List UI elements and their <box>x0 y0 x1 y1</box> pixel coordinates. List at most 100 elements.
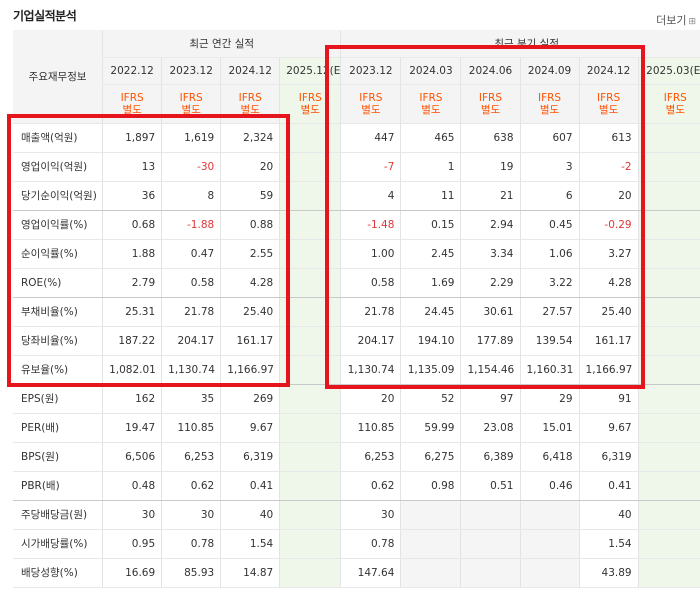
value-cell: 0.48 <box>102 471 163 501</box>
value-cell: 15.01 <box>520 413 580 443</box>
value-cell <box>520 529 580 559</box>
ifrs-basis-label: IFRS 별도 <box>279 84 342 124</box>
row-label: 유보율(%) <box>13 355 104 385</box>
value-cell: 465 <box>400 123 462 153</box>
value-cell: 6,253 <box>161 442 222 472</box>
value-cell: 35 <box>161 384 222 414</box>
value-cell <box>279 326 342 356</box>
value-cell <box>638 384 700 414</box>
row-label: 영업이익(억원) <box>13 152 104 182</box>
ifrs-label: IFRS <box>238 91 262 104</box>
value-cell <box>638 181 700 211</box>
table-row: 순이익률(%) 1.88 0.47 2.55 1.00 2.45 3.34 1.06 3.27 <box>13 239 700 269</box>
value-cell: 110.85 <box>161 413 222 443</box>
table-row: 시가배당률(%) 0.95 0.78 1.54 0.78 1.54 <box>13 529 700 559</box>
value-cell <box>520 500 580 530</box>
value-cell: 0.41 <box>220 471 281 501</box>
ifrs-label: IFRS <box>120 91 144 104</box>
value-cell: 269 <box>220 384 281 414</box>
value-cell: 59 <box>220 181 281 211</box>
basis-label: 별도 <box>181 103 201 116</box>
value-cell: 21.78 <box>161 297 222 327</box>
value-cell: 139.54 <box>520 326 580 356</box>
annual-period-header: 2025.12(E) <box>279 57 342 85</box>
value-cell: -30 <box>161 152 222 182</box>
more-link[interactable]: 더보기 ⊞ <box>656 12 696 28</box>
value-cell <box>638 500 700 530</box>
value-cell: 1,166.97 <box>220 355 281 385</box>
table-row: PER(배) 19.47 110.85 9.67 110.85 59.99 23.08 15.… <box>13 413 700 443</box>
value-cell: -1.88 <box>161 210 222 240</box>
value-cell: 1,897 <box>102 123 163 153</box>
value-cell: 85.93 <box>161 558 222 588</box>
value-cell: 6,418 <box>520 442 580 472</box>
basis-label: 별도 <box>122 103 142 116</box>
ifrs-basis-label: IFRS 별도 <box>400 84 462 124</box>
ifrs-label: IFRS <box>663 91 687 104</box>
value-cell: 0.78 <box>340 529 402 559</box>
basis-label: 별도 <box>598 103 619 116</box>
value-cell: -0.29 <box>579 210 639 240</box>
value-cell: 0.51 <box>460 471 521 501</box>
value-cell: 1.00 <box>340 239 402 269</box>
value-cell <box>279 355 342 385</box>
row-label: 부채비율(%) <box>13 297 104 327</box>
value-cell <box>520 558 580 588</box>
basis-label: 별도 <box>480 103 501 116</box>
value-cell: 4.28 <box>579 268 639 298</box>
value-cell <box>279 500 342 530</box>
value-cell: 1.54 <box>579 529 639 559</box>
value-cell <box>638 558 700 588</box>
value-cell <box>279 152 342 182</box>
value-cell: 97 <box>460 384 521 414</box>
value-cell: 30 <box>340 500 402 530</box>
basis-label: 별도 <box>361 103 381 116</box>
value-cell: 194.10 <box>400 326 462 356</box>
annual-period-header: 2023.12 <box>161 57 222 85</box>
value-cell <box>400 529 462 559</box>
value-cell: -2 <box>579 152 639 182</box>
quarter-period-header: 2024.03 <box>400 57 462 85</box>
value-cell: 0.46 <box>520 471 580 501</box>
value-cell: 19.47 <box>102 413 163 443</box>
value-cell <box>638 413 700 443</box>
more-link-label: 더보기 <box>656 14 687 27</box>
value-cell: 2.45 <box>400 239 462 269</box>
value-cell: 0.41 <box>579 471 639 501</box>
value-cell: 19 <box>460 152 521 182</box>
value-cell: 1.54 <box>220 529 281 559</box>
ifrs-label: IFRS <box>359 91 383 104</box>
value-cell <box>460 500 521 530</box>
value-cell: 0.62 <box>340 471 402 501</box>
value-cell: 0.58 <box>340 268 402 298</box>
value-cell <box>638 152 700 182</box>
value-cell <box>279 384 342 414</box>
value-cell: 1.69 <box>400 268 462 298</box>
row-label: 매출액(억원) <box>13 123 104 153</box>
value-cell: 2,324 <box>220 123 281 153</box>
value-cell: 29 <box>520 384 580 414</box>
row-label: PBR(배) <box>13 471 104 501</box>
ifrs-basis-label: IFRS 별도 <box>220 84 281 124</box>
row-label: ROE(%) <box>13 268 104 298</box>
value-cell: 0.95 <box>102 529 163 559</box>
value-cell: 1,154.46 <box>460 355 521 385</box>
table-row: 당기순이익(억원) 36 8 59 4 11 21 6 20 <box>13 181 700 211</box>
table-row: 영업이익률(%) 0.68 -1.88 0.88 -1.48 0.15 2.94 0.45 -0… <box>13 210 700 240</box>
value-cell <box>279 442 342 472</box>
table-row: 당좌비율(%) 187.22 204.17 161.17 204.17 194.10 177… <box>13 326 700 356</box>
value-cell <box>279 239 342 269</box>
value-cell: 91 <box>579 384 639 414</box>
value-cell: 20 <box>340 384 402 414</box>
value-cell: 43.89 <box>579 558 639 588</box>
value-cell: 1,082.01 <box>102 355 163 385</box>
ifrs-label: IFRS <box>179 91 203 104</box>
quarter-period-header: 2025.03(E) <box>638 57 700 85</box>
value-cell: 30 <box>161 500 222 530</box>
value-cell: 30.61 <box>460 297 521 327</box>
row-header: 주요재무정보 <box>13 30 104 124</box>
value-cell: 607 <box>520 123 580 153</box>
value-cell: 1,135.09 <box>400 355 462 385</box>
row-label: EPS(원) <box>13 384 104 414</box>
value-cell: 3.34 <box>460 239 521 269</box>
